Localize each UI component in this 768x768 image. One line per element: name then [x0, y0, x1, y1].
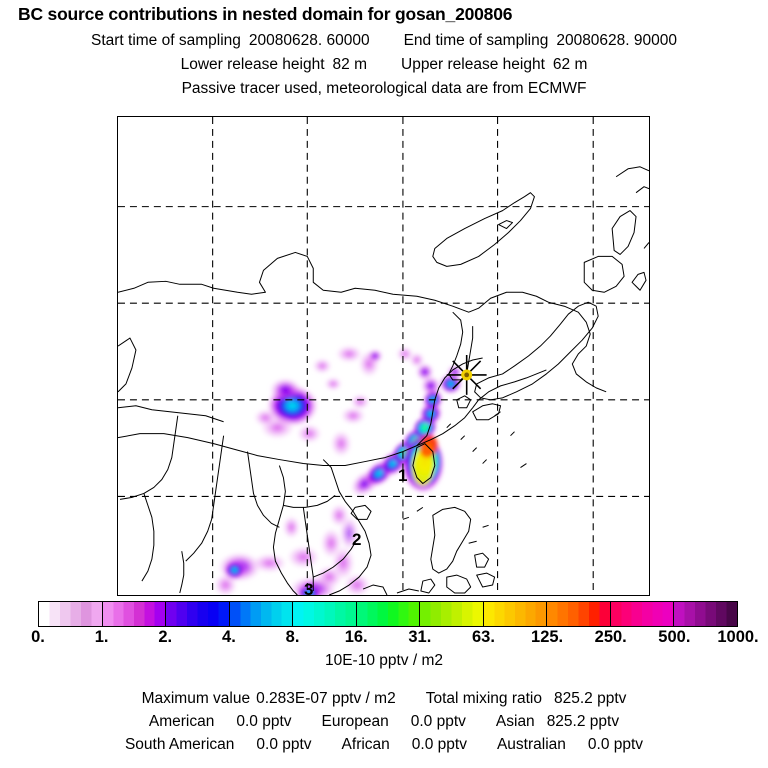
colorbar-segment-5	[356, 602, 421, 626]
region-american-label: American	[148, 713, 215, 730]
upper-release-label: Upper release height	[401, 56, 545, 73]
colorbar-tick-11: 1000.	[717, 628, 759, 646]
colorbar	[38, 601, 738, 627]
region-european-value: 0.0 pptv	[410, 713, 466, 730]
colorbar-tick-labels: 0. 1. 2. 4. 8. 16. 31. 63. 125. 250. 500. 1000.	[0, 628, 768, 650]
total-mixing-ratio-label: Total mixing ratio	[425, 690, 542, 707]
colorbar-segment-3	[229, 602, 294, 626]
colorbar-segment-4	[293, 602, 357, 626]
colorbar-tick-8: 125.	[531, 628, 564, 646]
sampling-time-row: Start time of sampling 20080628. 60000 End…	[0, 32, 768, 50]
region-african-value: 0.0 pptv	[411, 736, 467, 753]
release-site-star	[446, 355, 487, 395]
end-time-label: End time of sampling	[403, 32, 549, 49]
total-mixing-ratio-value: 825.2 pptv	[554, 690, 627, 707]
colorbar-segment-2	[166, 602, 230, 626]
lower-release-value: 82 m	[332, 56, 367, 73]
region-african-label: African	[341, 736, 390, 753]
region-label-2: 2	[352, 530, 362, 549]
colorbar-tick-10: 500.	[658, 628, 691, 646]
region-american-value: 0.0 pptv	[236, 713, 292, 730]
colorbar-tick-6: 31.	[408, 628, 432, 646]
colorbar-segment-10	[674, 602, 738, 626]
colorbar-segment-6	[420, 602, 484, 626]
page-title: BC source contributions in nested domain…	[18, 4, 513, 24]
colorbar-tick-5: 16.	[344, 628, 368, 646]
colorbar-unit-label: 10E-10 pptv / m2	[324, 652, 444, 669]
region-european-label: European	[321, 713, 389, 730]
footer-region-row-2: South American 0.0 pptv African 0.0 pptv Aus…	[0, 736, 768, 754]
colorbar-tick-3: 4.	[222, 628, 236, 646]
map-canvas	[118, 117, 649, 595]
footer-summary-row: Maximum value 0.283E-07 pptv / m2 Total mi…	[0, 690, 768, 708]
colorbar-segment-8	[547, 602, 611, 626]
colorbar-tick-1: 1.	[94, 628, 109, 646]
release-height-row: Lower release height 82 m Upper release he…	[0, 56, 768, 74]
tracer-note: Passive tracer used, meteorological data…	[181, 80, 587, 97]
max-value-label: Maximum value	[141, 690, 251, 707]
colorbar-segment-9	[610, 602, 675, 626]
map-gridlines	[118, 117, 649, 595]
colorbar-tick-9: 250.	[594, 628, 627, 646]
start-time-label: Start time of sampling	[90, 32, 241, 49]
colorbar-tick-7: 63.	[471, 628, 495, 646]
colorbar-segment-7	[483, 602, 548, 626]
plume-field	[213, 345, 463, 595]
lower-release-label: Lower release height	[180, 56, 325, 73]
footer-region-row-1: American 0.0 pptv European 0.0 pptv Asian 825…	[0, 713, 768, 731]
upper-release-value: 62 m	[552, 56, 588, 73]
colorbar-tick-0: 0.	[31, 628, 45, 646]
end-time-value: 20080628. 90000	[556, 32, 678, 49]
region-australian-label: Australian	[496, 736, 566, 753]
colorbar-tick-4: 8.	[285, 628, 300, 646]
region-label-3: 3	[304, 580, 314, 596]
region-asian-label: Asian	[495, 713, 535, 730]
max-value-value: 0.283E-07 pptv / m2	[256, 690, 396, 707]
region-australian-value: 0.0 pptv	[587, 736, 644, 753]
region-asian-value: 825.2 pptv	[546, 713, 620, 730]
region-south-american-value: 0.0 pptv	[256, 736, 312, 753]
coastlines	[118, 166, 649, 595]
colorbar-segment-1	[102, 602, 167, 626]
region-south-american-label: South American	[124, 736, 235, 753]
region-label-1: 1	[398, 466, 408, 485]
start-time-value: 20080628. 60000	[248, 32, 370, 49]
map-panel: 1 2 3	[117, 116, 650, 596]
colorbar-tick-2: 2.	[158, 628, 173, 646]
colorbar-segment-0	[39, 602, 103, 626]
